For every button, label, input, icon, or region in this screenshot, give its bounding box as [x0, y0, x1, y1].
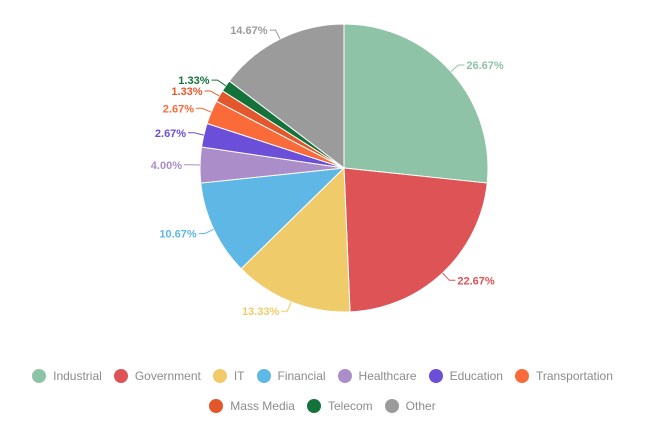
legend-item-education[interactable]: Education [428, 369, 503, 383]
label-leader-other [269, 29, 281, 40]
legend-swatch [384, 399, 399, 413]
label-leader-government [442, 272, 456, 281]
legend-swatch [212, 369, 227, 383]
legend-label: Industrial [53, 369, 102, 383]
legend-swatch [256, 369, 271, 383]
data-label-mass-media: 1.33% [171, 86, 202, 98]
legend-label: Education [449, 369, 503, 383]
label-leader-education [188, 132, 204, 136]
data-label-industrial: 26.67% [466, 60, 504, 72]
label-leader-telecom [211, 79, 227, 87]
legend-item-mass-media[interactable]: Mass Media [209, 399, 295, 413]
data-label-financial: 10.67% [159, 229, 197, 241]
label-leader-mass-media [204, 90, 220, 97]
legend-label: Financial [277, 369, 326, 383]
legend-swatch [209, 399, 224, 413]
pie-slice-it[interactable] [240, 166, 351, 313]
legend-label: Telecom [327, 399, 373, 413]
data-label-it: 13.33% [242, 306, 280, 318]
legend-label: Other [405, 399, 436, 413]
legend-item-telecom[interactable]: Telecom [306, 399, 373, 413]
legend-swatch [428, 369, 443, 383]
data-label-government: 22.67% [457, 275, 495, 287]
legend-label: Healthcare [358, 369, 417, 383]
data-label-transportation: 2.67% [163, 103, 194, 115]
data-label-other: 14.67% [230, 25, 268, 37]
legend-label: Mass Media [230, 399, 295, 413]
legend-row: Mass Media Telecom Other [0, 399, 645, 413]
label-leader-industrial [450, 64, 465, 72]
legend-swatch [514, 369, 529, 383]
data-label-telecom: 1.33% [178, 75, 209, 87]
data-label-education: 2.67% [155, 128, 186, 140]
legend-swatch [113, 369, 128, 383]
label-leader-it [281, 301, 292, 312]
label-leader-financial [198, 228, 214, 235]
legend-item-transportation[interactable]: Transportation [514, 369, 613, 383]
legend-item-it[interactable]: IT [212, 369, 245, 383]
legend-item-financial[interactable]: Financial [256, 369, 326, 383]
pie-slices [199, 23, 489, 313]
label-leader-transportation [196, 107, 212, 113]
legend-label: Transportation [535, 369, 613, 383]
legend-item-government[interactable]: Government [113, 369, 201, 383]
legend-swatch [32, 369, 47, 383]
pie-slice-government[interactable] [343, 167, 488, 313]
legend-label: IT [233, 369, 245, 383]
legend-swatch [337, 369, 352, 383]
pie-slice-other[interactable] [228, 23, 345, 170]
legend-item-other[interactable]: Other [384, 399, 436, 413]
data-label-healthcare: 4.00% [151, 160, 182, 172]
legend-item-industrial[interactable]: Industrial [32, 369, 102, 383]
pie-labels: 26.67% 22.67% 13.33% 10.67% 4.00% 2.67% 2.67% 1… [151, 25, 504, 318]
legend-label: Government [134, 369, 201, 383]
legend-item-healthcare[interactable]: Healthcare [337, 369, 417, 383]
pie-slice-industrial[interactable] [343, 23, 489, 184]
legend-swatch [306, 399, 321, 413]
legend-row: Industrial Government IT Financial Healthcar… [0, 369, 645, 383]
